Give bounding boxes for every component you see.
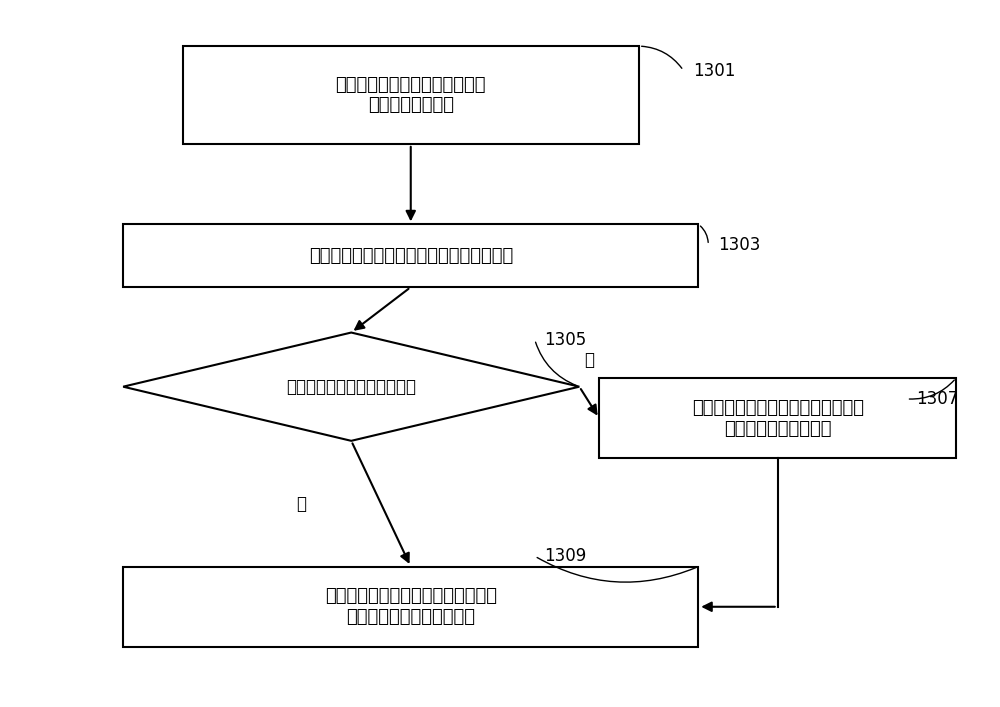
Text: 检验导板模型的位置是否合适: 检验导板模型的位置是否合适 <box>286 378 416 396</box>
FancyBboxPatch shape <box>123 224 698 287</box>
Text: 确定导板模型的定位方式，将导板模型固定: 确定导板模型的定位方式，将导板模型固定 <box>309 247 513 264</box>
Text: 1307: 1307 <box>917 390 959 408</box>
Text: 1303: 1303 <box>718 236 761 255</box>
FancyBboxPatch shape <box>599 378 956 458</box>
Text: 是: 是 <box>297 495 307 513</box>
Polygon shape <box>123 332 579 441</box>
Text: 否: 否 <box>584 351 594 369</box>
Text: 基于假体模型和手术规划参数，
自动放置导板模型: 基于假体模型和手术规划参数， 自动放置导板模型 <box>336 76 486 115</box>
Text: 1305: 1305 <box>545 331 587 349</box>
Text: 接收位置调整信息，对导板模型进行
重定位，直至位置合适: 接收位置调整信息，对导板模型进行 重定位，直至位置合适 <box>692 399 864 438</box>
Text: 1309: 1309 <box>545 547 587 565</box>
FancyBboxPatch shape <box>183 46 639 144</box>
FancyBboxPatch shape <box>123 566 698 647</box>
Text: 基于所述导板模型以及导板模型的定
位方式，生成所述仿真导板: 基于所述导板模型以及导板模型的定 位方式，生成所述仿真导板 <box>325 588 497 626</box>
Text: 1301: 1301 <box>693 62 736 80</box>
